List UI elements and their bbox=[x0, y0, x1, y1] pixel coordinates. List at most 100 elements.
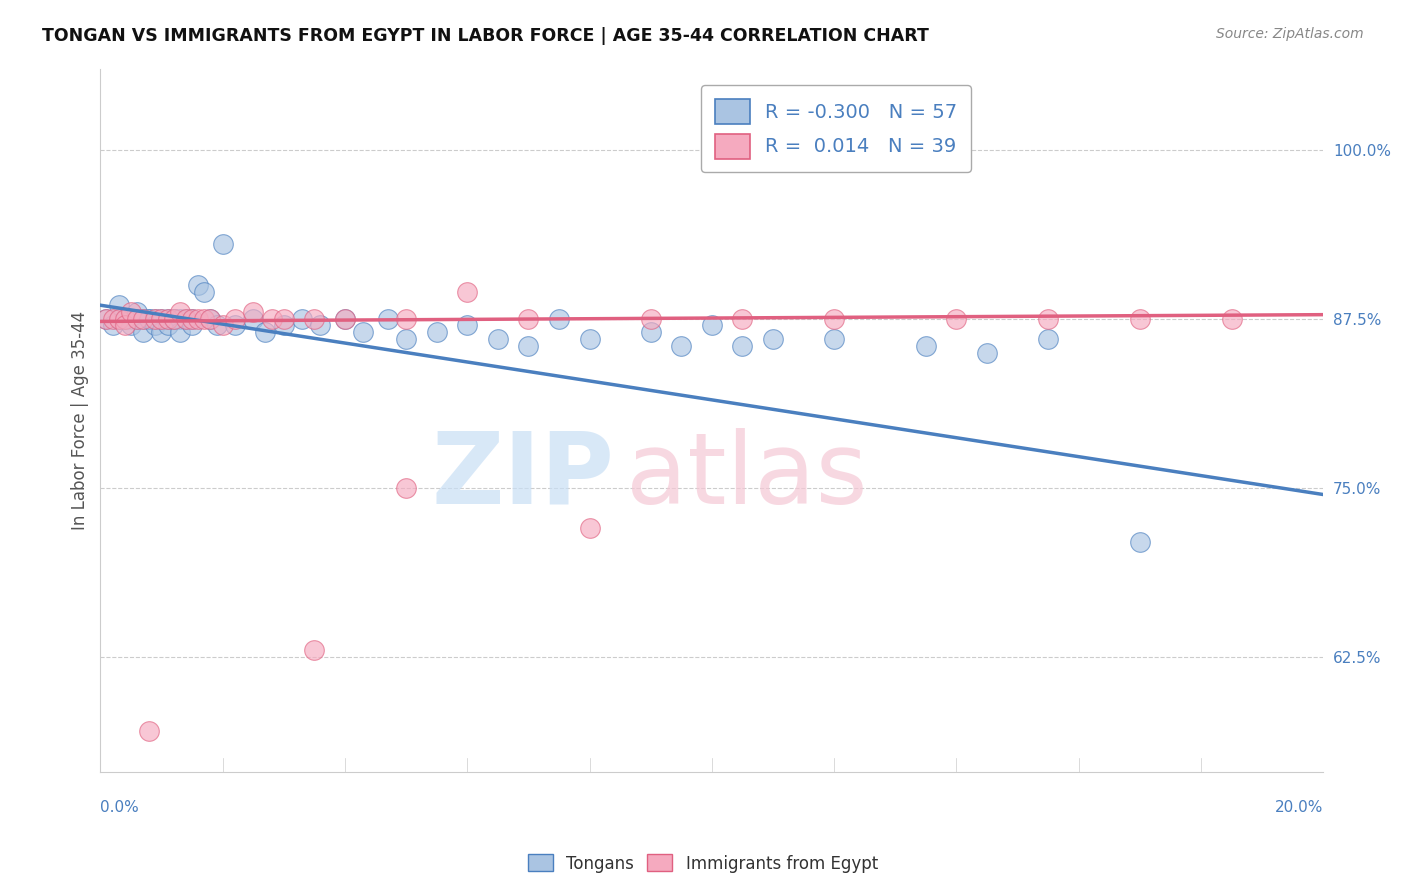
Point bbox=[114, 311, 136, 326]
Point bbox=[96, 311, 118, 326]
Point bbox=[731, 339, 754, 353]
Point bbox=[193, 285, 215, 299]
Point bbox=[456, 285, 478, 299]
Point bbox=[377, 311, 399, 326]
Point bbox=[138, 311, 160, 326]
Point bbox=[731, 311, 754, 326]
Point bbox=[156, 311, 179, 326]
Point bbox=[163, 311, 186, 326]
Point bbox=[145, 311, 167, 326]
Point bbox=[132, 311, 155, 326]
Point bbox=[640, 325, 662, 339]
Point bbox=[163, 311, 186, 326]
Point bbox=[156, 318, 179, 333]
Point bbox=[193, 311, 215, 326]
Point bbox=[242, 305, 264, 319]
Point bbox=[107, 311, 129, 326]
Point bbox=[486, 332, 509, 346]
Point bbox=[145, 311, 167, 326]
Point bbox=[114, 311, 136, 326]
Point bbox=[395, 311, 418, 326]
Point bbox=[640, 311, 662, 326]
Point bbox=[762, 332, 785, 346]
Point bbox=[107, 298, 129, 312]
Point bbox=[211, 318, 233, 333]
Point bbox=[205, 318, 228, 333]
Point bbox=[224, 318, 246, 333]
Point bbox=[169, 305, 191, 319]
Point bbox=[914, 339, 936, 353]
Point bbox=[181, 311, 204, 326]
Point bbox=[174, 311, 197, 326]
Point bbox=[187, 311, 209, 326]
Point bbox=[163, 311, 186, 326]
Point bbox=[125, 305, 148, 319]
Point bbox=[181, 318, 204, 333]
Point bbox=[200, 311, 222, 326]
Point bbox=[823, 311, 845, 326]
Text: ZIP: ZIP bbox=[432, 428, 614, 524]
Point bbox=[138, 311, 160, 326]
Point bbox=[150, 311, 173, 326]
Y-axis label: In Labor Force | Age 35-44: In Labor Force | Age 35-44 bbox=[72, 310, 89, 530]
Point bbox=[107, 311, 129, 326]
Point bbox=[426, 325, 449, 339]
Point bbox=[1129, 534, 1152, 549]
Point bbox=[120, 305, 142, 319]
Text: 20.0%: 20.0% bbox=[1275, 799, 1323, 814]
Point bbox=[132, 311, 155, 326]
Legend: R = -0.300   N = 57, R =  0.014   N = 39: R = -0.300 N = 57, R = 0.014 N = 39 bbox=[702, 86, 972, 172]
Point bbox=[1036, 332, 1059, 346]
Point bbox=[273, 311, 295, 326]
Point bbox=[150, 311, 173, 326]
Text: 0.0%: 0.0% bbox=[100, 799, 139, 814]
Point bbox=[211, 237, 233, 252]
Text: TONGAN VS IMMIGRANTS FROM EGYPT IN LABOR FORCE | AGE 35-44 CORRELATION CHART: TONGAN VS IMMIGRANTS FROM EGYPT IN LABOR… bbox=[42, 27, 929, 45]
Point bbox=[200, 311, 222, 326]
Point bbox=[260, 311, 283, 326]
Point bbox=[517, 339, 540, 353]
Point bbox=[101, 318, 124, 333]
Point bbox=[700, 318, 723, 333]
Point bbox=[138, 724, 160, 739]
Point bbox=[578, 521, 600, 535]
Point bbox=[125, 311, 148, 326]
Point bbox=[273, 318, 295, 333]
Point bbox=[352, 325, 374, 339]
Point bbox=[945, 311, 967, 326]
Point bbox=[395, 481, 418, 495]
Point bbox=[1036, 311, 1059, 326]
Point bbox=[976, 345, 998, 359]
Point bbox=[174, 311, 197, 326]
Point bbox=[309, 318, 332, 333]
Point bbox=[1220, 311, 1243, 326]
Point bbox=[291, 311, 314, 326]
Point bbox=[145, 318, 167, 333]
Legend: Tongans, Immigrants from Egypt: Tongans, Immigrants from Egypt bbox=[522, 847, 884, 880]
Point bbox=[169, 325, 191, 339]
Point bbox=[1129, 311, 1152, 326]
Point bbox=[304, 311, 326, 326]
Point bbox=[578, 332, 600, 346]
Point bbox=[333, 311, 356, 326]
Point bbox=[101, 311, 124, 326]
Point bbox=[304, 643, 326, 657]
Point bbox=[242, 311, 264, 326]
Point bbox=[548, 311, 571, 326]
Point bbox=[395, 332, 418, 346]
Point bbox=[187, 277, 209, 292]
Point bbox=[456, 318, 478, 333]
Text: atlas: atlas bbox=[626, 428, 868, 524]
Point bbox=[114, 318, 136, 333]
Point bbox=[254, 325, 277, 339]
Point bbox=[823, 332, 845, 346]
Point bbox=[181, 311, 204, 326]
Point bbox=[671, 339, 693, 353]
Point bbox=[224, 311, 246, 326]
Point bbox=[517, 311, 540, 326]
Point bbox=[150, 325, 173, 339]
Point bbox=[96, 311, 118, 326]
Point bbox=[156, 311, 179, 326]
Point bbox=[132, 325, 155, 339]
Point bbox=[169, 311, 191, 326]
